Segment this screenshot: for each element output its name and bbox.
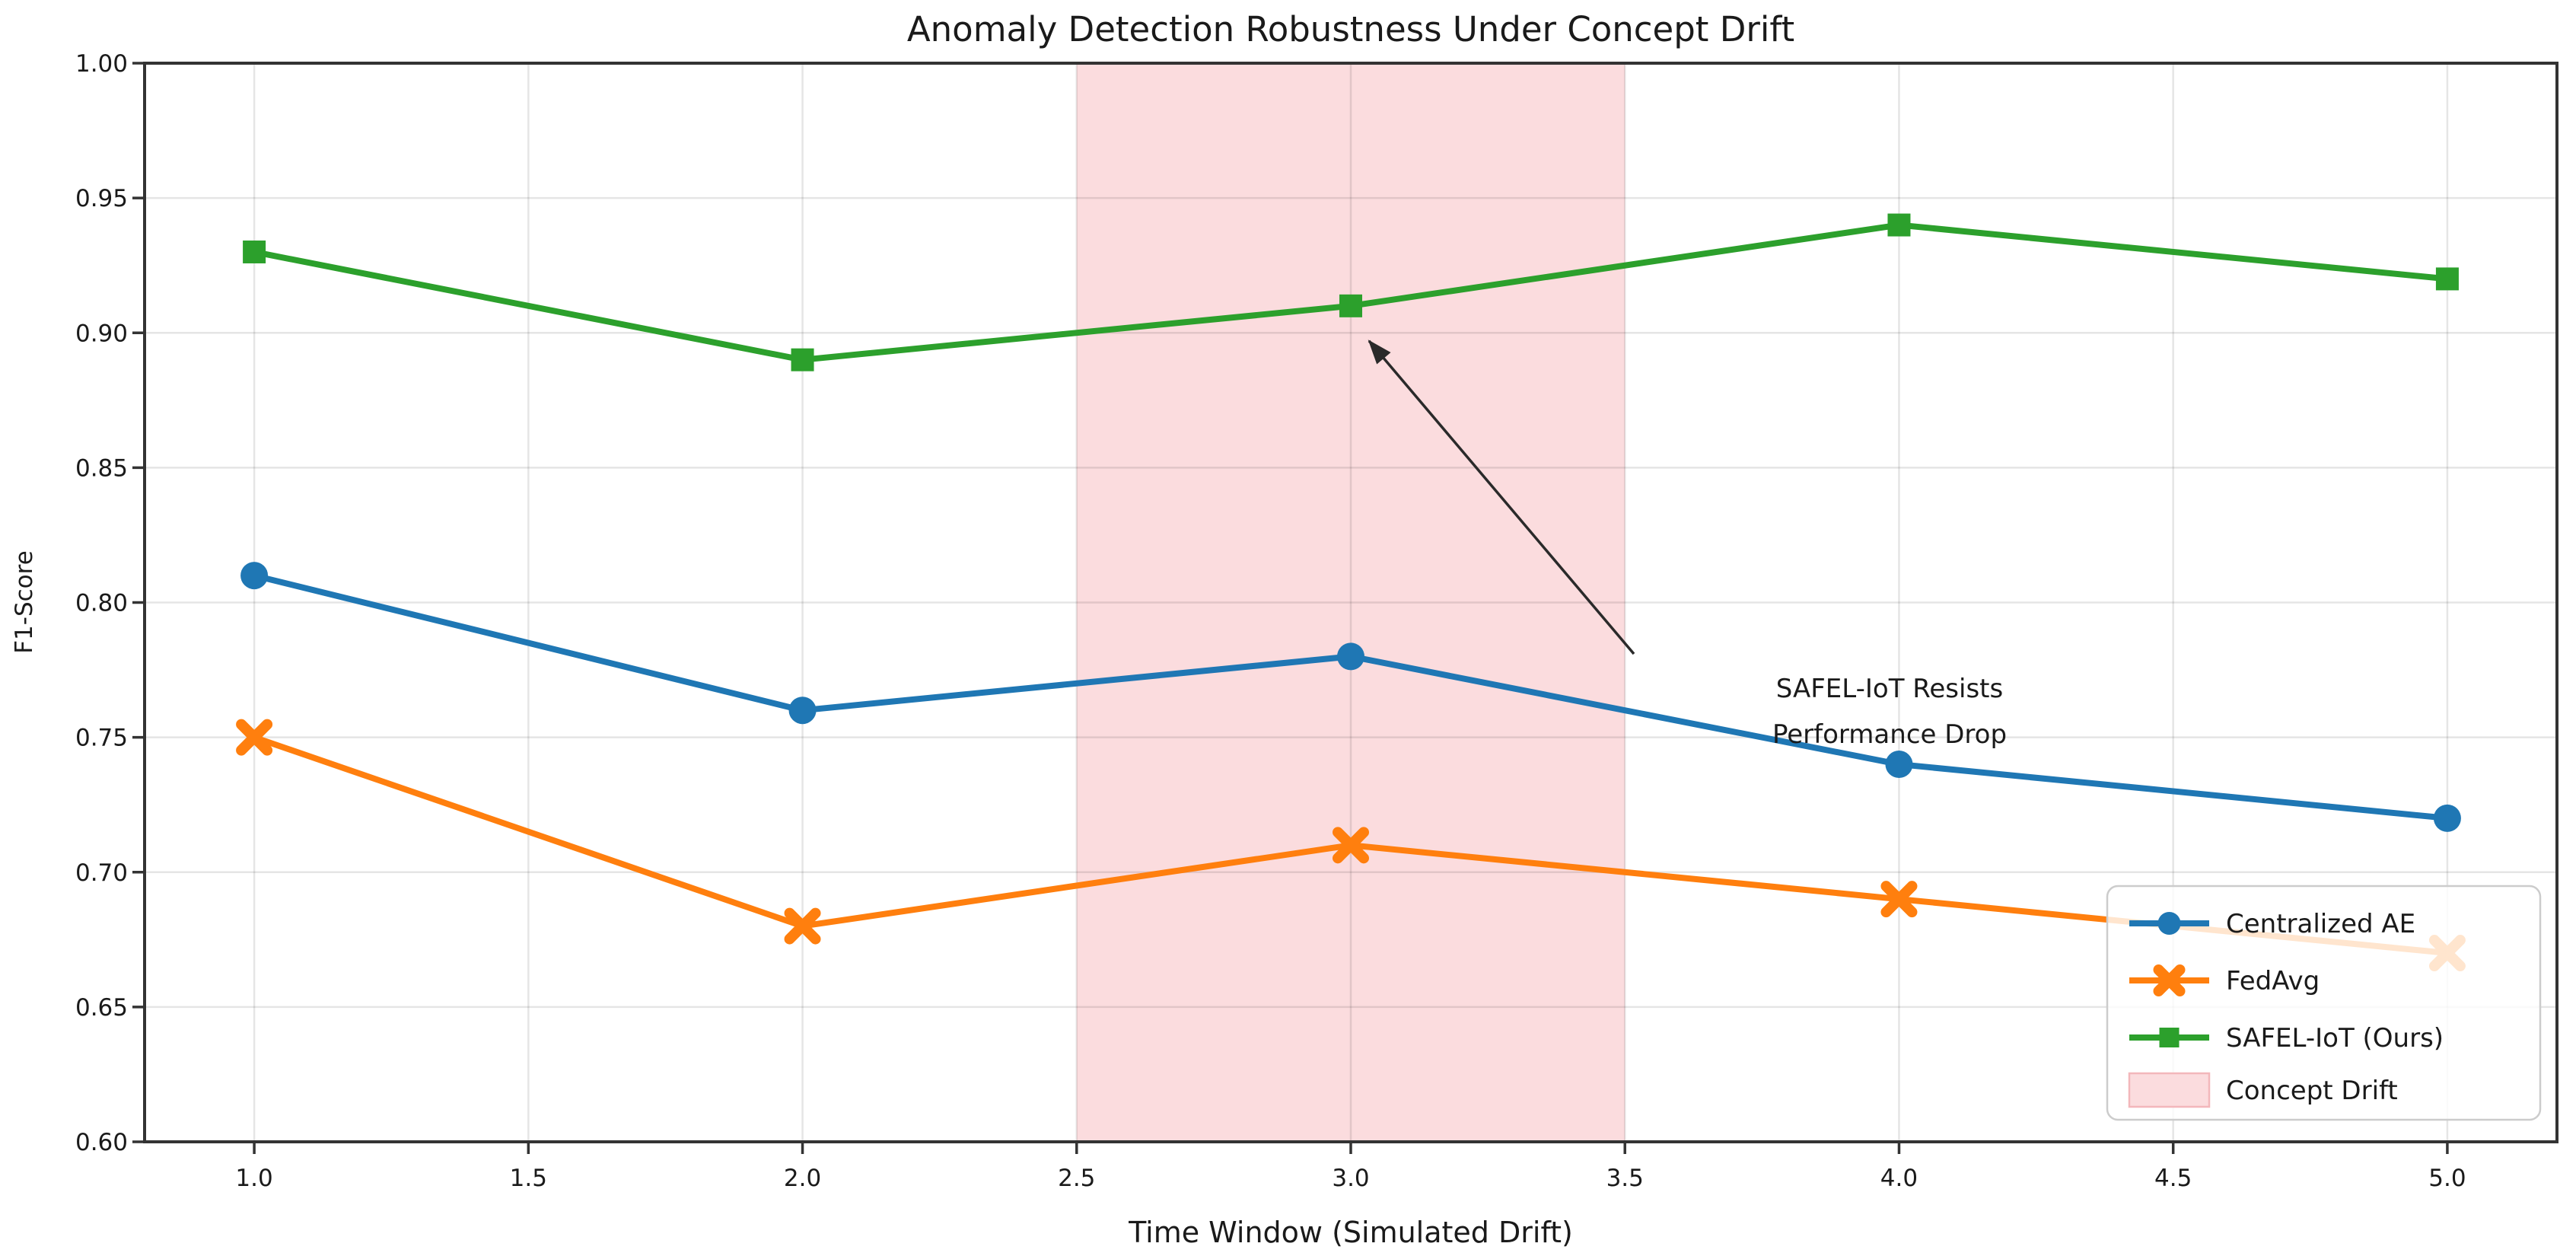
annotation-text-line2: Performance Drop [1772,719,2007,750]
y-tick-label: 1.00 [75,50,128,78]
data-point-x [2153,964,2186,996]
data-point-circle [788,697,817,725]
chart-title: Anomaly Detection Robustness Under Conce… [907,9,1794,49]
data-point-circle [1885,751,1913,779]
series-safel-iot-ours [243,213,2459,371]
x-tick-label: 2.0 [784,1165,821,1192]
x-tick-label: 5.0 [2428,1165,2466,1192]
legend: Centralized AE FedAvg SAFEL-IoT (Ours) Conc… [2106,885,2542,1121]
y-tick-label: 0.70 [75,859,128,887]
legend-box [2106,885,2542,1121]
data-point-square [791,348,814,371]
data-point-square [1339,294,1362,317]
y-axis-label: F1-Score [11,550,38,654]
data-point-x [784,907,821,945]
x-axis-label: Time Window (Simulated Drift) [1128,1216,1573,1249]
data-point-square [2435,267,2459,291]
data-point-square [2159,1028,2180,1047]
y-tick-label: 0.95 [75,185,128,212]
x-tick-label: 1.5 [510,1165,547,1192]
concept-drift-band [1076,63,1626,1142]
x-tick-label: 4.5 [2154,1165,2192,1192]
data-point-x [236,719,273,756]
annotation-arrow-line [1368,340,1635,655]
annotation: SAFEL-IoT Resists Performance Drop [1368,340,2007,750]
data-point-circle [240,562,269,590]
legend-label: Centralized AE [2226,909,2415,939]
x-tick-label: 3.0 [1332,1165,1369,1192]
data-point-square [243,240,266,263]
data-point-circle [2157,912,2181,935]
legend-band-swatch [2128,1072,2211,1108]
y-tick-label: 0.75 [75,725,128,752]
y-tick-label: 0.85 [75,454,128,482]
series-centralized-ae [240,562,2461,832]
y-tick-label: 0.60 [75,1129,128,1156]
data-point-x [1333,827,1369,864]
legend-label: FedAvg [2226,966,2320,996]
y-axis-ticks: 0.60 0.65 0.70 0.75 0.80 0.85 0.90 0.95 1.00 [75,50,145,1156]
annotation-arrowhead [1368,340,1391,365]
legend-item-concept-drift: Concept Drift [2128,1072,2398,1108]
legend-item-centralized-ae: Centralized AE [2129,909,2415,939]
legend-item-safel-iot-ours: SAFEL-IoT (Ours) [2129,1023,2444,1054]
annotation-text-line1: SAFEL-IoT Resists [1776,674,2003,704]
x-tick-label: 1.0 [235,1165,272,1192]
y-tick-label: 0.80 [75,590,128,617]
x-tick-label: 2.5 [1058,1165,1095,1192]
x-tick-label: 3.5 [1606,1165,1644,1192]
legend-label: SAFEL-IoT (Ours) [2226,1023,2444,1054]
legend-item-fedavg: FedAvg [2129,964,2320,996]
y-tick-label: 0.65 [75,994,128,1022]
x-axis-ticks: 1.0 1.5 2.0 2.5 3.0 3.5 4.0 4.5 5.0 [235,1142,2466,1192]
legend-label: Concept Drift [2226,1076,2398,1106]
data-point-square [1887,213,1911,237]
y-tick-label: 0.90 [75,320,128,347]
data-point-circle [2433,804,2461,832]
data-point-circle [1337,642,1364,671]
data-point-x [1880,881,1918,918]
x-tick-label: 4.0 [1880,1165,1918,1192]
